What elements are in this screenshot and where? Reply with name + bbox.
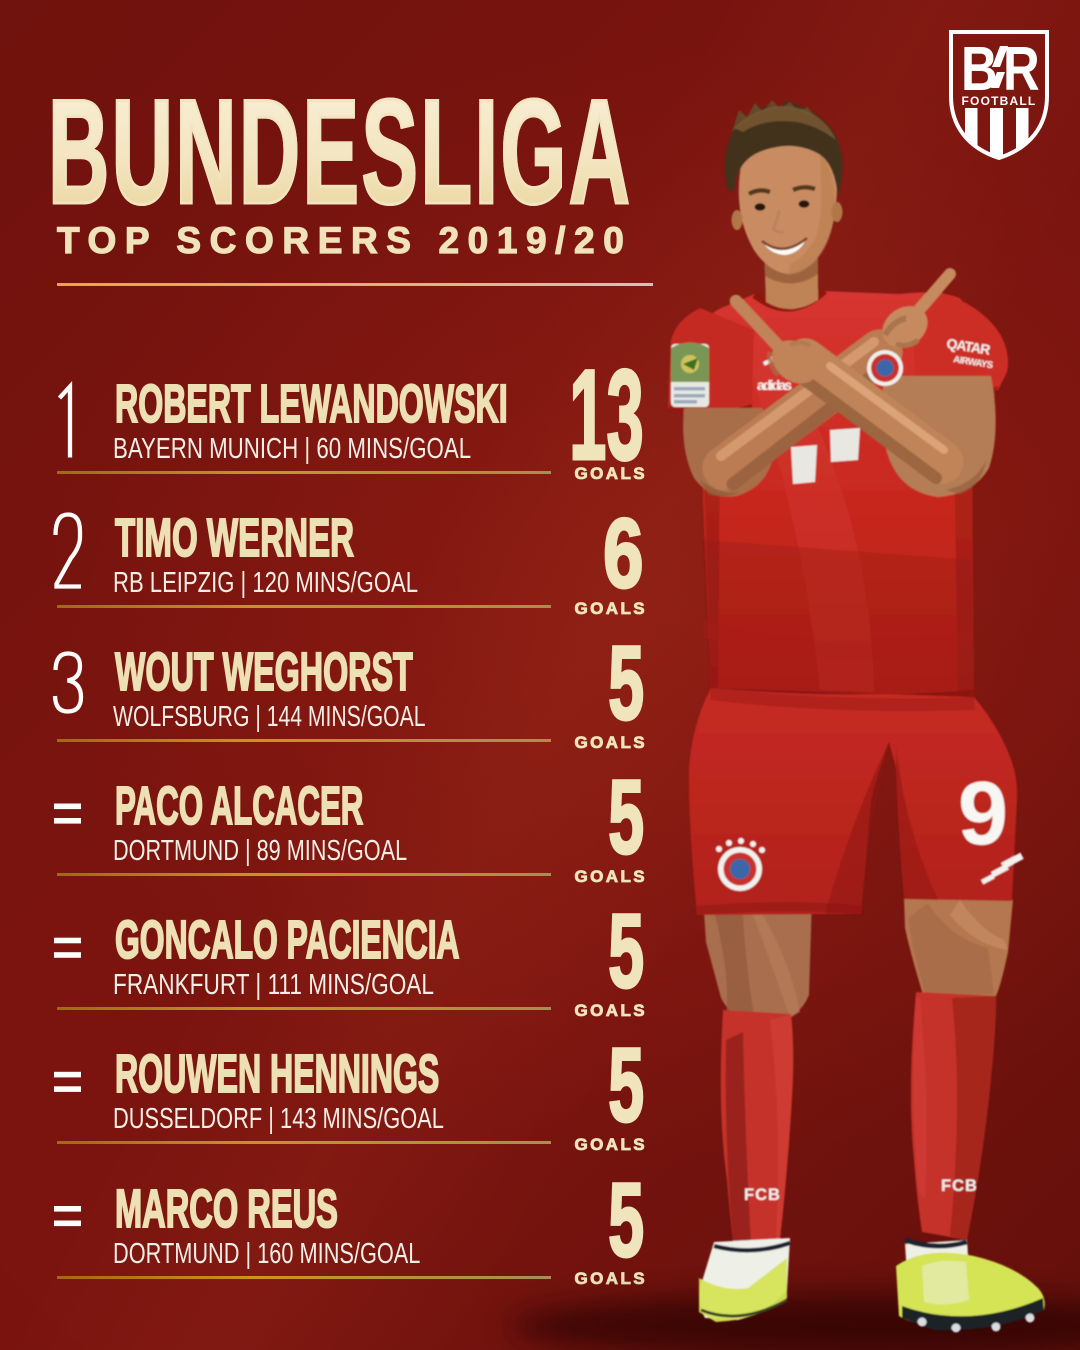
svg-text:FCB: FCB [941, 1177, 978, 1195]
svg-text:R: R [1003, 35, 1040, 104]
svg-text:B: B [961, 35, 998, 104]
svg-text:FCB: FCB [744, 1186, 781, 1204]
svg-text:9: 9 [958, 764, 1008, 864]
svg-text:FOOTBALL: FOOTBALL [962, 94, 1037, 108]
svg-text:QATAR: QATAR [946, 335, 992, 358]
svg-text:adidas: adidas [757, 377, 792, 393]
